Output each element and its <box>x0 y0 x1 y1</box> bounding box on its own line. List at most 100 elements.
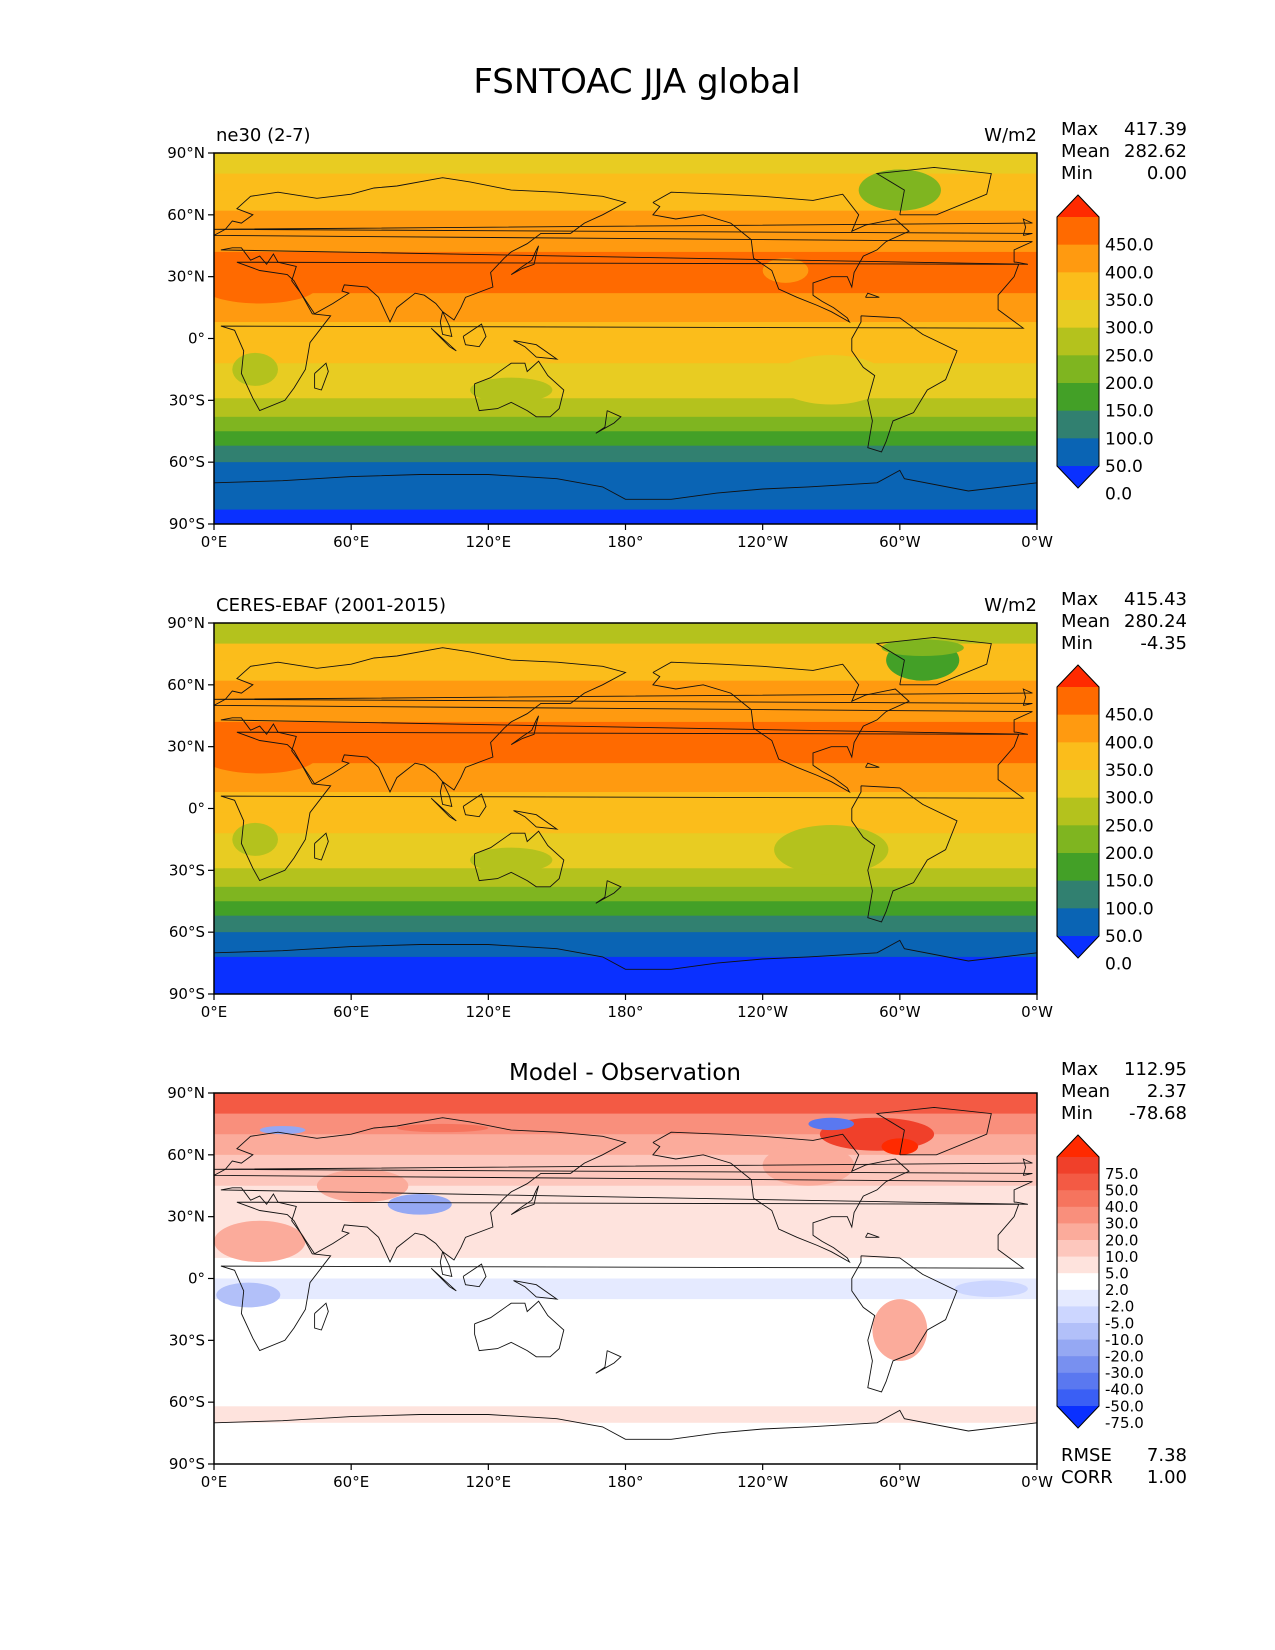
stat-min-label: Min <box>1061 163 1093 184</box>
y-tick-label: 30°N <box>167 268 205 286</box>
colorbar-segment <box>1057 1206 1099 1224</box>
colorbar-segment <box>1057 1240 1099 1258</box>
coastline-segment <box>875 166 992 216</box>
colorbar-label: 400.0 <box>1105 263 1154 283</box>
stats-box: Max 417.39 Mean 282.62 Min 0.00 <box>1061 119 1187 184</box>
y-tick-label: 90°S <box>169 515 205 533</box>
y-axis: 90°N 60°N 30°N 0° 30°S 60°S 90°S <box>167 144 214 533</box>
colorbar-segment <box>1057 1157 1099 1175</box>
coastline-segment <box>220 261 1025 412</box>
panel-top: ne30 (2-7) W/m2 0°E 60°E 120°E 180° 120°W 60°… <box>167 119 1187 551</box>
colorbar-label: -30.0 <box>1105 1364 1144 1382</box>
colorbar-label: -5.0 <box>1105 1314 1134 1332</box>
x-tick-label: 60°E <box>333 533 369 551</box>
coastline-segment <box>652 1131 910 1264</box>
zonal-band <box>214 173 1037 191</box>
x-tick-label: 60°E <box>333 1473 369 1491</box>
colorbar-label: 0.0 <box>1105 485 1132 505</box>
region-patch <box>387 1193 452 1215</box>
coastline-segment <box>875 1106 992 1156</box>
coastline-segment <box>220 1201 1025 1352</box>
region-patch <box>774 354 889 405</box>
coastline-segment <box>214 177 1033 337</box>
colorbar-label: 100.0 <box>1105 899 1154 919</box>
y-tick-label: 90°N <box>167 144 205 162</box>
y-tick-label: 90°N <box>167 1084 205 1102</box>
colorbar-segment <box>1057 217 1099 246</box>
stat-max-value: 417.39 <box>1124 119 1187 140</box>
stat-rmse-value: 7.38 <box>1147 1445 1187 1466</box>
zonal-band <box>214 342 1037 364</box>
coastline-segment <box>462 323 487 348</box>
x-tick-label: 120°E <box>466 1003 512 1021</box>
colorbar-segment <box>1057 1389 1099 1407</box>
x-tick-label: 180° <box>607 1473 643 1491</box>
colorbar-segment <box>1057 1323 1099 1341</box>
coastline-segment <box>652 661 910 794</box>
zonal-band <box>214 643 1037 661</box>
x-tick-label: 120°W <box>737 1473 788 1491</box>
stat-min-label: Min <box>1061 1103 1093 1124</box>
coastline-segment <box>513 1280 559 1300</box>
colorbar-label: -2.0 <box>1105 1298 1134 1316</box>
coastline-segment <box>875 636 992 686</box>
x-tick-label: 0°E <box>201 1473 228 1491</box>
y-tick-label: 90°S <box>169 985 205 1003</box>
stat-corr-label: CORR <box>1061 1467 1113 1488</box>
coastline-segment <box>865 292 880 298</box>
coastline-segment <box>214 939 1037 970</box>
coastline-segment <box>595 410 622 434</box>
stat-mean-value: 2.37 <box>1147 1081 1187 1102</box>
zonal-band <box>214 1257 1037 1280</box>
colorbar-label: 5.0 <box>1105 1264 1129 1282</box>
stat-rmse-label: RMSE <box>1061 1445 1112 1466</box>
colorbar-segment <box>1057 880 1099 909</box>
region-patch <box>232 822 279 856</box>
colorbar-label: 200.0 <box>1105 374 1154 394</box>
coastline-segment <box>214 647 1033 807</box>
stat-max-label: Max <box>1061 1059 1099 1080</box>
colorbar-segment <box>1057 300 1099 329</box>
y-tick-label: 60°S <box>169 923 205 941</box>
stat-max-label: Max <box>1061 119 1099 140</box>
zonal-band <box>214 379 1037 399</box>
y-tick-label: 60°N <box>167 1146 205 1164</box>
colorbar-segment <box>1057 1356 1099 1374</box>
zonal-band <box>214 1093 1037 1115</box>
stat-min-label: Min <box>1061 633 1093 654</box>
zonal-band <box>214 251 1037 294</box>
y-tick-label: 0° <box>188 1270 205 1288</box>
stat-mean-label: Mean <box>1061 1081 1110 1102</box>
region-patch <box>216 1282 281 1308</box>
x-tick-label: 0°E <box>201 533 228 551</box>
coastline-segment <box>220 731 1025 882</box>
colorbar-segment <box>1057 1223 1099 1241</box>
colorbar-label: -50.0 <box>1105 1397 1144 1415</box>
region-patch <box>762 258 809 283</box>
figure-title: FSNTOAC JJA global <box>473 62 800 102</box>
coastline-segment <box>214 1158 1033 1176</box>
colorbar-label: 150.0 <box>1105 402 1154 422</box>
coastline-segment <box>430 327 457 352</box>
y-tick-label: 30°N <box>167 1208 205 1226</box>
colorbar-label: -40.0 <box>1105 1381 1144 1399</box>
colorbar: 450.0 400.0 350.0 300.0 250.0 200.0 150.0 100.0… <box>1056 194 1154 505</box>
x-axis: 0°E 60°E 120°E 180° 120°W 60°W 0°W <box>201 524 1053 551</box>
stat-mean-label: Mean <box>1061 611 1110 632</box>
colorbar-label: 50.0 <box>1105 927 1143 947</box>
stat-mean-value: 280.24 <box>1124 611 1187 632</box>
zonal-band <box>214 792 1037 814</box>
zonal-band <box>214 1422 1037 1440</box>
x-tick-label: 0°W <box>1021 1473 1053 1491</box>
colorbar-outline <box>1056 664 1100 959</box>
y-tick-label: 90°N <box>167 614 205 632</box>
zonal-band <box>214 293 1037 323</box>
colorbar-segment <box>1057 383 1099 412</box>
coastline-segment <box>513 810 559 830</box>
region-patch <box>259 1125 306 1135</box>
colorbar-segment <box>1057 1372 1099 1390</box>
coastline-segment <box>510 1185 540 1215</box>
zonal-band <box>214 153 1037 175</box>
coastline-segment <box>865 1232 880 1238</box>
